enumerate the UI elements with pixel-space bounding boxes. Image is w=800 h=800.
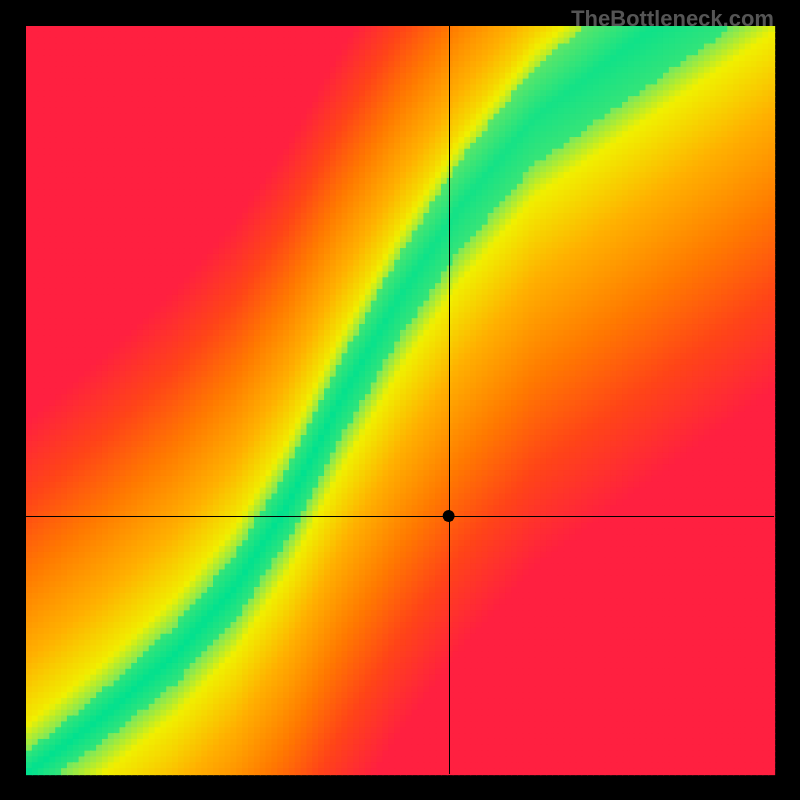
chart-container: TheBottleneck.com <box>0 0 800 800</box>
watermark-text: TheBottleneck.com <box>571 6 774 32</box>
bottleneck-heatmap <box>0 0 800 800</box>
